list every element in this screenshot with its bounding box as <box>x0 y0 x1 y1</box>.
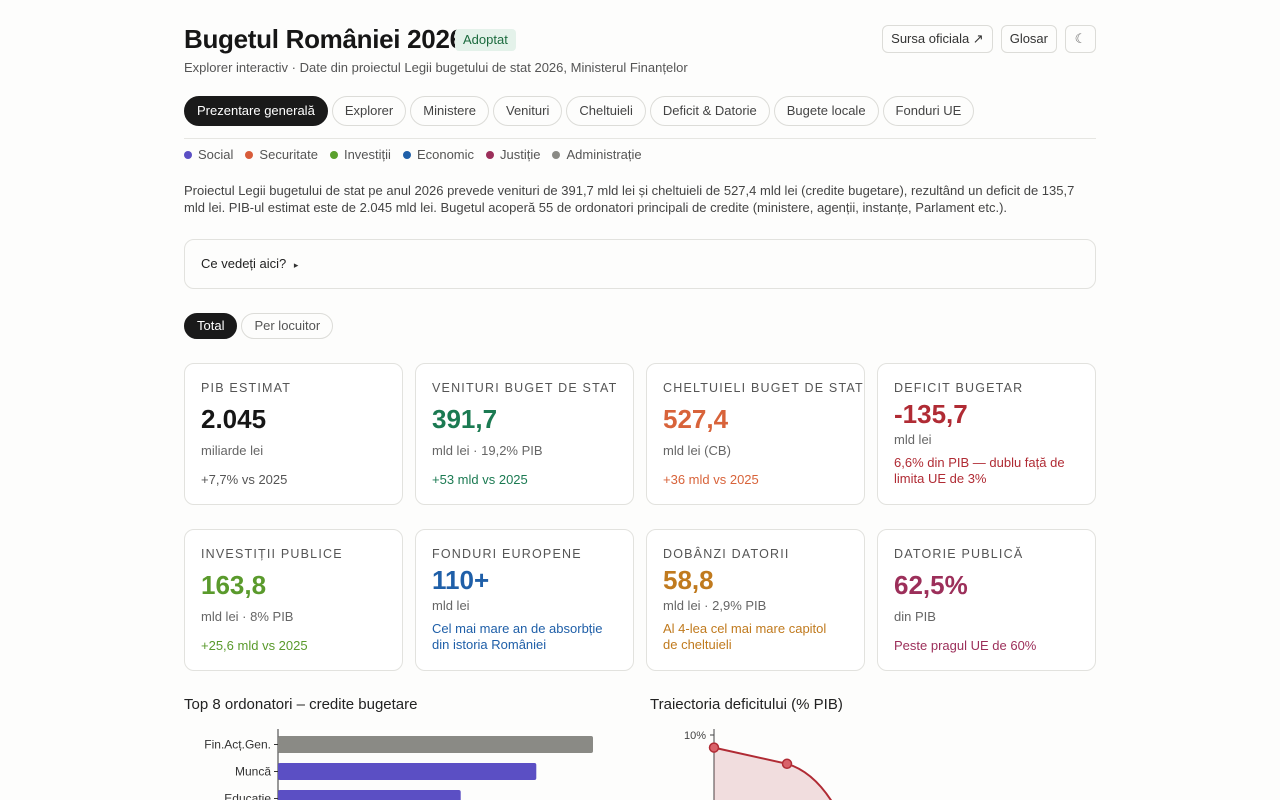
kpi-card: FONDURI EUROPENE 110+ mld lei Cel mai mare … <box>415 529 634 671</box>
kpi-note: Cel mai mare an de absorbție din istoria… <box>432 621 603 652</box>
status-badge: Adoptat <box>455 29 516 51</box>
y-tick-label: 10% <box>684 730 706 742</box>
kpi-card: CHELTUIELI BUGET DE STAT 527,4 mld lei (CB… <box>646 363 865 505</box>
kpi-label: DATORIE PUBLICĂ <box>894 547 1024 561</box>
toggle-per-capita[interactable]: Per locuitor <box>241 313 334 339</box>
kpi-value: 2.045 <box>201 404 267 434</box>
legend-dot-icon <box>552 150 561 159</box>
main-tabs: Prezentare generală Explorer Ministere Veni… <box>184 96 975 126</box>
legend-label: Justiție <box>500 147 541 162</box>
deficit-area <box>714 747 831 800</box>
legend-item: Social <box>184 147 233 162</box>
legend-dot-icon <box>245 150 254 159</box>
kpi-label: CHELTUIELI BUGET DE STAT <box>663 381 864 395</box>
kpi-note: Peste pragul UE de 60% <box>894 638 1037 653</box>
bar-category-label: Educație <box>224 792 271 800</box>
deficit-chart-title: Traiectoria deficitului (% PIB) <box>650 696 843 713</box>
legend-label: Securitate <box>259 147 318 162</box>
top-spenders-chart: Fin.Acț.Gen. Muncă Educație <box>204 729 593 800</box>
legend-dot-icon <box>402 150 411 159</box>
header-actions: Sursa oficiala ↗ Glosar ☾ <box>882 25 1096 53</box>
what-you-see-expander[interactable]: Ce vedeți aici? ▸ <box>184 239 1096 289</box>
kpi-unit: mld lei <box>432 598 470 613</box>
kpi-unit: mld lei · 2,9% PIB <box>663 598 767 613</box>
toggle-total[interactable]: Total <box>184 313 238 339</box>
kpi-unit: mld lei · 8% PIB <box>201 609 294 624</box>
kpi-value: 391,7 <box>432 404 498 434</box>
tab-5[interactable]: Deficit & Datorie <box>649 96 770 126</box>
kpi-note: +36 mld vs 2025 <box>663 472 759 487</box>
legend-item: Justiție <box>486 147 540 162</box>
tab-1[interactable]: Explorer <box>331 96 407 126</box>
legend-dot-icon <box>184 150 192 159</box>
kpi-unit: miliarde lei <box>201 443 264 458</box>
legend-dot-icon <box>486 150 495 159</box>
header: Bugetul României 2026 Adoptat Sursa ofic… <box>184 24 1096 64</box>
theme-toggle-moon-icon[interactable]: ☾ <box>1065 25 1096 53</box>
triangle-right-icon: ▸ <box>293 260 299 270</box>
glossary-button[interactable]: Glosar <box>1000 25 1057 53</box>
kpi-note: Al 4-lea cel mai mare capitol de cheltui… <box>663 621 827 652</box>
bar-1[interactable] <box>278 763 537 780</box>
legend-label: Administrație <box>566 147 642 162</box>
kpi-value: -135,7 <box>894 399 968 429</box>
legend-label: Investiții <box>343 147 391 162</box>
data-point-1[interactable] <box>781 758 793 770</box>
bar-category-label: Muncă <box>235 765 271 779</box>
view-toggle: Total Per locuitor <box>184 313 334 339</box>
kpi-value: 163,8 <box>201 570 267 600</box>
legend-item: Economic <box>402 147 475 162</box>
kpi-label: FONDURI EUROPENE <box>432 547 582 561</box>
kpi-label: DOBÂNZI DATORII <box>663 547 790 561</box>
kpi-unit: din PIB <box>894 609 936 624</box>
kpi-unit: mld lei <box>894 432 932 447</box>
bar-category-label: Fin.Acț.Gen. <box>204 738 271 752</box>
kpi-note: 6,6% din PIB — dublu față de limita UE d… <box>894 455 1065 486</box>
kpi-unit: mld lei · 19,2% PIB <box>432 443 543 458</box>
budget-description: Proiectul Legii bugetului de stat pe anu… <box>184 183 1075 215</box>
kpi-note: +53 mld vs 2025 <box>432 472 528 487</box>
tab-4[interactable]: Cheltuieli <box>566 96 646 126</box>
kpi-card: INVESTIȚII PUBLICE 163,8 mld lei · 8% PIB +… <box>184 529 403 671</box>
legend-label: Economic <box>416 147 475 162</box>
expander-label: Ce vedeți aici? <box>201 256 287 271</box>
bar-2[interactable] <box>278 790 461 800</box>
kpi-card: PIB ESTIMAT 2.045 miliarde lei +7,7% vs 202… <box>184 363 403 505</box>
kpi-card: DEFICIT BUGETAR -135,7 mld lei 6,6% din PIB… <box>877 363 1096 505</box>
tab-0[interactable]: Prezentare generală <box>184 96 328 126</box>
page-title: Bugetul României 2026 <box>184 24 464 54</box>
kpi-value: 527,4 <box>663 404 729 434</box>
divider <box>184 138 1096 139</box>
legend-item: Investiții <box>329 147 391 162</box>
tab-6[interactable]: Bugete locale <box>773 96 879 126</box>
bar-0[interactable] <box>278 736 593 753</box>
kpi-note: +25,6 mld vs 2025 <box>201 638 308 653</box>
kpi-label: PIB ESTIMAT <box>201 381 292 395</box>
category-legend: Social Securitate Investiții Economic Justiț… <box>184 147 642 162</box>
legend-dot-icon <box>329 150 338 159</box>
kpi-card: VENITURI BUGET DE STAT 391,7 mld lei · 19,… <box>415 363 634 505</box>
kpi-card: DOBÂNZI DATORII 58,8 mld lei · 2,9% PIB Al … <box>646 529 865 671</box>
legend-item: Administrație <box>552 147 642 162</box>
kpi-card: DATORIE PUBLICĂ 62,5% din PIB Peste pragul … <box>877 529 1096 671</box>
legend-label: Social <box>198 147 234 162</box>
top-spenders-title: Top 8 ordonatori – credite bugetare <box>184 696 418 713</box>
tab-3[interactable]: Venituri <box>492 96 563 126</box>
kpi-value: 58,8 <box>663 565 714 595</box>
kpi-label: VENITURI BUGET DE STAT <box>432 381 618 395</box>
kpi-note: +7,7% vs 2025 <box>201 472 288 487</box>
kpi-label: DEFICIT BUGETAR <box>894 381 1024 395</box>
page-subtitle: Explorer interactiv · Date din proiectul… <box>184 60 688 75</box>
deficit-trajectory-chart: 10% <box>684 729 832 800</box>
data-point-0[interactable] <box>708 742 720 753</box>
official-source-link[interactable]: Sursa oficiala ↗ <box>882 25 993 53</box>
kpi-value: 110+ <box>432 565 490 595</box>
tab-7[interactable]: Fonduri UE <box>882 96 975 126</box>
kpi-value: 62,5% <box>894 570 968 600</box>
kpi-unit: mld lei (CB) <box>663 443 731 458</box>
tab-2[interactable]: Ministere <box>410 96 489 126</box>
kpi-label: INVESTIȚII PUBLICE <box>201 547 343 561</box>
legend-item: Securitate <box>245 147 318 162</box>
